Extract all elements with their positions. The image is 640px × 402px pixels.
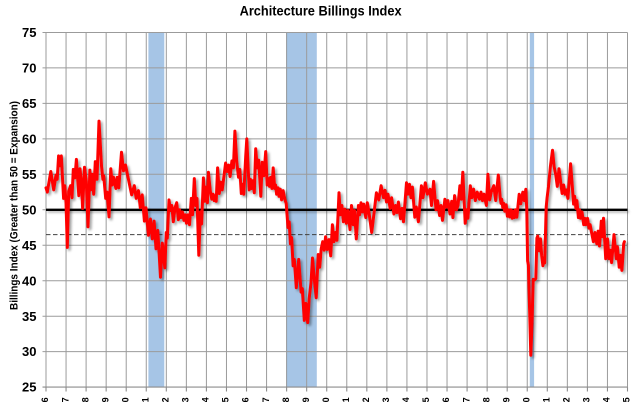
svg-text:Jan-18: Jan-18	[481, 397, 491, 402]
svg-text:Jan-14: Jan-14	[401, 397, 411, 402]
svg-text:Jan-00: Jan-00	[120, 397, 130, 402]
svg-text:50: 50	[22, 202, 36, 217]
svg-text:Jan-09: Jan-09	[301, 397, 311, 402]
svg-text:Jan-24: Jan-24	[602, 397, 612, 402]
svg-text:Jan-15: Jan-15	[421, 397, 431, 402]
svg-text:Billings Index (Greater than 5: Billings Index (Greater than 50 = Expans…	[9, 101, 21, 310]
svg-text:55: 55	[22, 167, 36, 182]
svg-text:Jan-04: Jan-04	[201, 397, 211, 402]
svg-text:Jan-20: Jan-20	[521, 397, 531, 402]
svg-text:70: 70	[22, 61, 36, 76]
svg-text:40: 40	[22, 273, 36, 288]
svg-text:30: 30	[22, 344, 36, 359]
svg-text:Jan-11: Jan-11	[341, 397, 351, 402]
svg-text:Jan-25: Jan-25	[622, 397, 632, 402]
svg-text:Jan-06: Jan-06	[241, 397, 251, 402]
svg-text:Jan-21: Jan-21	[541, 397, 551, 402]
svg-text:Jan-97: Jan-97	[60, 397, 70, 402]
svg-text:Jan-07: Jan-07	[261, 397, 271, 402]
svg-text:Jan-99: Jan-99	[100, 397, 110, 402]
svg-text:Jan-10: Jan-10	[321, 397, 331, 402]
svg-text:Jan-96: Jan-96	[40, 397, 50, 402]
svg-text:Jan-17: Jan-17	[461, 397, 471, 402]
svg-text:Jan-01: Jan-01	[140, 397, 150, 402]
svg-text:Architecture Billings Index: Architecture Billings Index	[240, 3, 402, 19]
svg-text:Jan-12: Jan-12	[361, 397, 371, 402]
svg-text:Jan-13: Jan-13	[381, 397, 391, 402]
svg-text:65: 65	[22, 96, 36, 111]
svg-text:Jan-02: Jan-02	[161, 397, 171, 402]
svg-text:75: 75	[22, 25, 36, 40]
svg-text:60: 60	[22, 132, 36, 147]
svg-text:45: 45	[22, 238, 36, 253]
svg-text:Jan-08: Jan-08	[281, 397, 291, 402]
svg-text:Jan-22: Jan-22	[562, 397, 572, 402]
svg-text:Jan-98: Jan-98	[80, 397, 90, 402]
svg-text:Jan-03: Jan-03	[181, 397, 191, 402]
svg-text:Jan-05: Jan-05	[221, 397, 231, 402]
svg-text:35: 35	[22, 309, 36, 324]
svg-text:Jan-23: Jan-23	[582, 397, 592, 402]
svg-text:25: 25	[22, 380, 36, 395]
svg-text:Jan-16: Jan-16	[441, 397, 451, 402]
svg-text:Jan-19: Jan-19	[501, 397, 511, 402]
